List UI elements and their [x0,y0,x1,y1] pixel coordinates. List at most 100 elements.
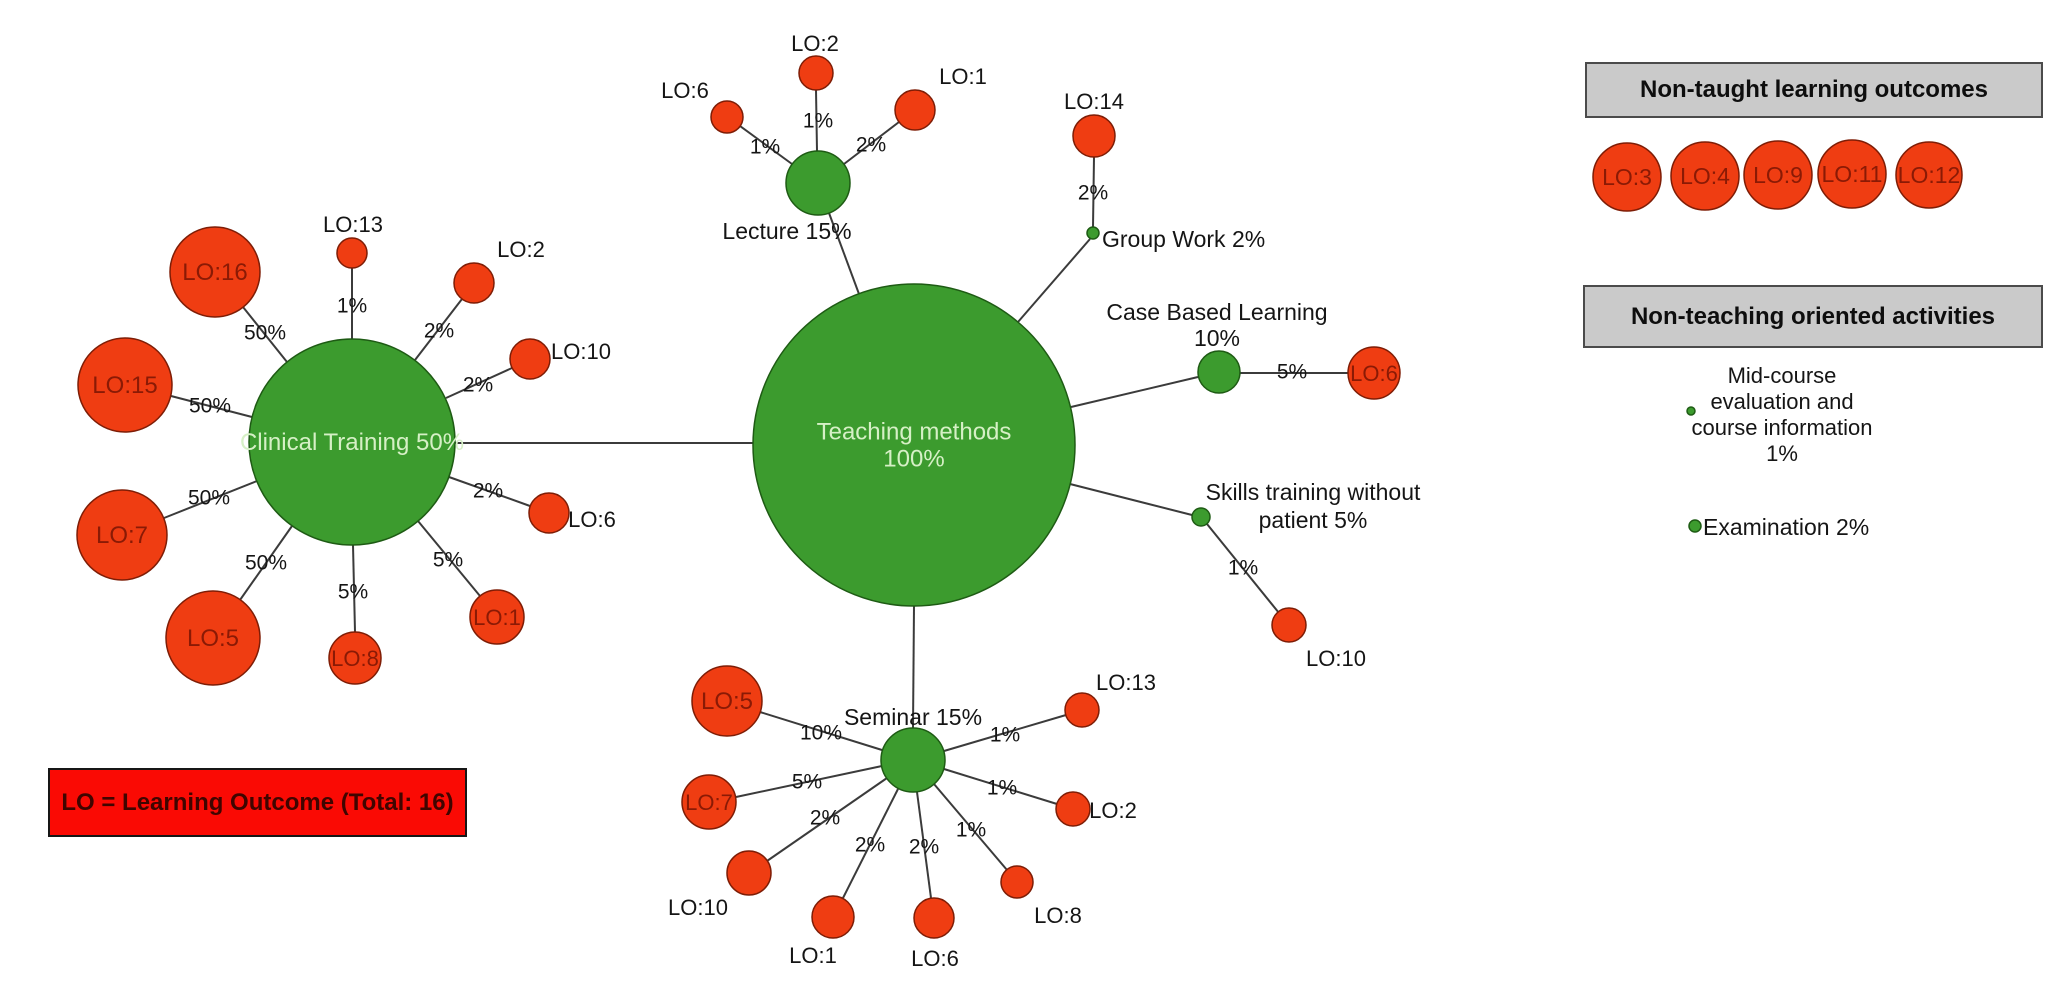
edge-ct-lo7 [163,480,258,519]
edge-ct-lo6 [448,476,531,507]
node-label-teaching-methods: Teaching methods 100% [817,418,1012,472]
edge-sem-lo5 [759,711,883,751]
edge-ct-lo8 [352,544,356,633]
node-gw-lo14-circle [1072,114,1116,158]
edge-sem-lo1 [842,788,899,899]
edge-label-ct-lo2: 2% [424,320,454,343]
node-label-ct-lo2: LO:2 [497,237,545,262]
node-label-skills-training: Skills training without patient 5% [1206,479,1421,533]
node-label-ct-lo16: LO:16 [182,259,247,286]
node-ct-lo10-circle [509,338,551,380]
node-label-examination: Examination 2% [1703,514,1869,540]
edge-ct-lo15 [170,395,253,418]
node-sem-lo8-circle [1000,865,1034,899]
edge-sem-lo7 [735,765,883,798]
node-lec-lo1-circle [894,89,936,131]
edge-tm-lecture [828,212,860,295]
node-ct-lo2-circle [453,262,495,304]
edge-tm-seminar [912,605,915,729]
edge-ct-lo16 [242,306,288,363]
node-label-sem-lo8: LO:8 [1034,903,1082,928]
node-label-mid-course: Mid-course evaluation and course informati… [1692,363,1873,466]
node-lec-lo2-circle [798,55,834,91]
node-ct-lo7-circle [76,489,168,581]
node-label-gw-lo14: LO:14 [1064,89,1124,114]
edge-label-skills-lo10: 1% [1228,557,1258,580]
node-label-ct-lo8: LO:8 [331,646,379,671]
edge-label-ct-lo13: 1% [337,295,367,318]
node-nt-lo12-circle [1895,141,1963,209]
node-lecture-circle [785,150,851,216]
node-label-sem-lo2: LO:2 [1089,798,1137,823]
node-label-lecture: Lecture 15% [722,218,851,244]
edge-label-lecture-lo2: 1% [803,110,833,133]
edge-label-sem-lo6: 2% [909,836,939,859]
node-nt-lo3-circle [1592,142,1662,212]
edge-tm-cbl [1070,376,1199,408]
node-label-sem-lo10: LO:10 [668,895,728,920]
node-mid-course-circle [1686,406,1696,416]
node-group-work-circle [1086,226,1100,240]
node-label-nt-lo3: LO:3 [1602,164,1652,190]
edge-label-lo14-groupwork: 2% [1078,182,1108,205]
edge-ct-lo1 [417,520,481,597]
edge-tm-groupwork [1017,238,1091,323]
node-label-lec-lo1: LO:1 [939,64,987,89]
node-label-lec-lo6: LO:6 [661,78,709,103]
node-teaching-methods-circle [752,283,1076,607]
node-label-sem-lo5: LO:5 [701,688,753,715]
node-label-ct-lo7: LO:7 [96,522,148,549]
node-label-nt-lo4: LO:4 [1680,163,1730,189]
edge-label-ct-lo16: 50% [244,322,286,345]
node-label-sem-lo13: LO:13 [1096,670,1156,695]
edge-lecture-lo1 [843,121,900,165]
node-label-lec-lo2: LO:2 [791,31,839,56]
node-ct-lo5-circle [165,590,261,686]
edge-sem-lo2 [943,768,1058,805]
node-label-ct-lo15: LO:15 [92,372,157,399]
node-ct-lo16-circle [169,226,261,318]
node-case-based-learning-circle [1197,350,1241,394]
non-taught-outcomes-header: Non-taught learning outcomes [1585,62,2043,118]
node-label-ct-lo5: LO:5 [187,625,239,652]
node-label-group-work: Group Work 2% [1102,226,1265,252]
edge-label-sem-lo13: 1% [990,724,1020,747]
edge-lo14-groupwork [1092,156,1095,228]
node-sem-lo10-circle [726,850,772,896]
edge-label-sem-lo10: 2% [810,807,840,830]
edge-label-lecture-lo1: 2% [856,134,886,157]
node-label-sem-lo6: LO:6 [911,946,959,971]
edge-tm-skills [1069,483,1193,516]
edge-label-ct-lo6: 2% [473,480,503,503]
node-examination-circle [1688,519,1702,533]
edge-label-ct-lo1: 5% [433,549,463,572]
node-sem-lo2-circle [1055,791,1091,827]
edge-label-sem-lo1: 2% [855,834,885,857]
edge-label-sem-lo5: 10% [800,722,842,745]
edge-label-sem-lo8: 1% [956,819,986,842]
edge-ct-lo2 [414,298,463,361]
node-label-sem-lo1: LO:1 [789,943,837,968]
node-label-sem-lo7: LO:7 [685,790,733,815]
node-label-nt-lo11: LO:11 [1822,161,1883,187]
node-label-nt-lo12: LO:12 [1898,162,1961,188]
node-label-nt-lo9: LO:9 [1753,162,1803,188]
edge-sem-lo13 [943,714,1067,752]
node-label-seminar: Seminar 15% [844,704,982,730]
node-label-cbl-lo6: LO:6 [1350,361,1398,386]
node-sem-lo13-circle [1064,692,1100,728]
edge-lecture-lo2 [815,89,818,152]
edge-sem-lo6 [916,791,932,899]
edge-ct-lo5 [239,525,293,601]
edge-label-lecture-lo6: 1% [750,136,780,159]
edge-sem-lo10 [766,777,888,862]
non-teaching-activities-header: Non-teaching oriented activities [1583,285,2043,348]
node-skills-training-circle [1191,507,1211,527]
node-sem-lo6-circle [913,897,955,939]
node-sem-lo7-circle [681,774,737,830]
edge-lecture-lo6 [739,125,793,165]
edge-label-sem-lo7: 5% [792,771,822,794]
node-cbl-lo6-circle [1347,346,1401,400]
